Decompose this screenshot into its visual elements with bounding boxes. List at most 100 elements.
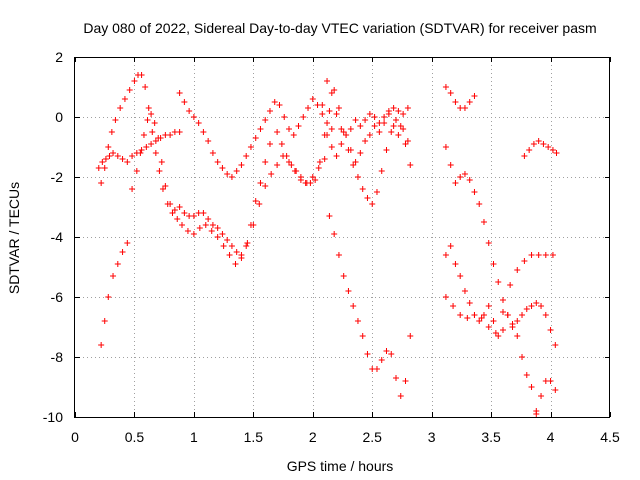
- data-point: [538, 303, 545, 309]
- x-tick-label: 0.5: [125, 429, 145, 445]
- data-point: [324, 78, 331, 84]
- data-point: [347, 147, 354, 153]
- data-point: [257, 126, 264, 132]
- data-point: [252, 198, 259, 204]
- plot-frame: [74, 57, 610, 418]
- data-point: [184, 228, 191, 234]
- data-point: [205, 216, 212, 222]
- data-point: [466, 99, 473, 105]
- data-point: [549, 147, 556, 153]
- data-point: [181, 210, 188, 216]
- data-point: [133, 168, 140, 174]
- data-point: [238, 162, 245, 168]
- data-point: [133, 150, 140, 156]
- data-point: [331, 231, 338, 237]
- data-point: [362, 138, 369, 144]
- data-point: [271, 99, 278, 105]
- data-point: [140, 132, 147, 138]
- data-point: [390, 105, 397, 111]
- data-point: [328, 90, 335, 96]
- data-point: [447, 90, 454, 96]
- data-point: [238, 255, 245, 261]
- data-point: [186, 108, 193, 114]
- data-point: [519, 354, 526, 360]
- data-point: [110, 150, 117, 156]
- data-point: [357, 123, 364, 129]
- data-point: [288, 162, 295, 168]
- data-point: [112, 117, 119, 123]
- data-point: [106, 153, 113, 159]
- data-point: [98, 342, 105, 348]
- data-point: [535, 138, 542, 144]
- data-point: [490, 261, 497, 267]
- data-point: [378, 168, 385, 174]
- data-point: [442, 294, 449, 300]
- data-point: [101, 318, 108, 324]
- data-point: [307, 180, 314, 186]
- data-point: [450, 303, 457, 309]
- series-track-10: [442, 243, 540, 414]
- data-point: [98, 180, 105, 186]
- data-point: [553, 150, 560, 156]
- data-point: [196, 225, 203, 231]
- data-point: [335, 252, 342, 258]
- data-point: [250, 222, 257, 228]
- data-point: [485, 303, 492, 309]
- data-point: [158, 159, 165, 165]
- data-point: [521, 258, 528, 264]
- series-track-13: [442, 144, 559, 348]
- data-point: [378, 357, 385, 363]
- data-point: [174, 216, 181, 222]
- data-point: [156, 168, 163, 174]
- data-point: [152, 150, 159, 156]
- data-point: [485, 240, 492, 246]
- data-point: [268, 171, 275, 177]
- data-point: [393, 375, 399, 381]
- data-point: [101, 165, 108, 171]
- data-point: [400, 126, 407, 132]
- data-point: [373, 189, 380, 195]
- data-point: [181, 99, 188, 105]
- series-track-2: [98, 72, 185, 228]
- data-point: [326, 108, 333, 114]
- data-point: [542, 252, 549, 258]
- data-point: [340, 273, 347, 279]
- data-point: [293, 168, 300, 174]
- data-point: [319, 111, 326, 117]
- series-track-7: [319, 78, 411, 138]
- data-point: [533, 300, 540, 306]
- x-tick-label: 2: [309, 429, 317, 445]
- data-point: [202, 222, 209, 228]
- data-point: [324, 120, 331, 126]
- data-point: [533, 411, 540, 417]
- data-point: [500, 327, 506, 333]
- data-point: [167, 132, 174, 138]
- data-point: [114, 261, 121, 267]
- data-point: [176, 90, 183, 96]
- data-point: [552, 342, 559, 348]
- data-point: [131, 78, 138, 84]
- data-point: [164, 201, 171, 207]
- data-point: [321, 156, 328, 162]
- data-point: [195, 120, 202, 126]
- y-tick-label: -6: [51, 289, 64, 305]
- data-point: [393, 117, 399, 123]
- data-point: [124, 159, 131, 165]
- data-point: [519, 312, 526, 318]
- data-point: [354, 174, 361, 180]
- grid-lines: [75, 57, 610, 417]
- data-point: [252, 135, 259, 141]
- data-point: [447, 243, 454, 249]
- data-point: [99, 159, 106, 165]
- data-point: [315, 165, 322, 171]
- data-point: [504, 312, 511, 318]
- data-point: [224, 237, 231, 243]
- data-point: [148, 141, 155, 147]
- data-point: [266, 141, 273, 147]
- data-point: [381, 114, 388, 120]
- data-point: [373, 366, 380, 372]
- data-point: [343, 132, 350, 138]
- data-point: [359, 186, 366, 192]
- series-track-5: [179, 153, 328, 267]
- data-point: [335, 105, 342, 111]
